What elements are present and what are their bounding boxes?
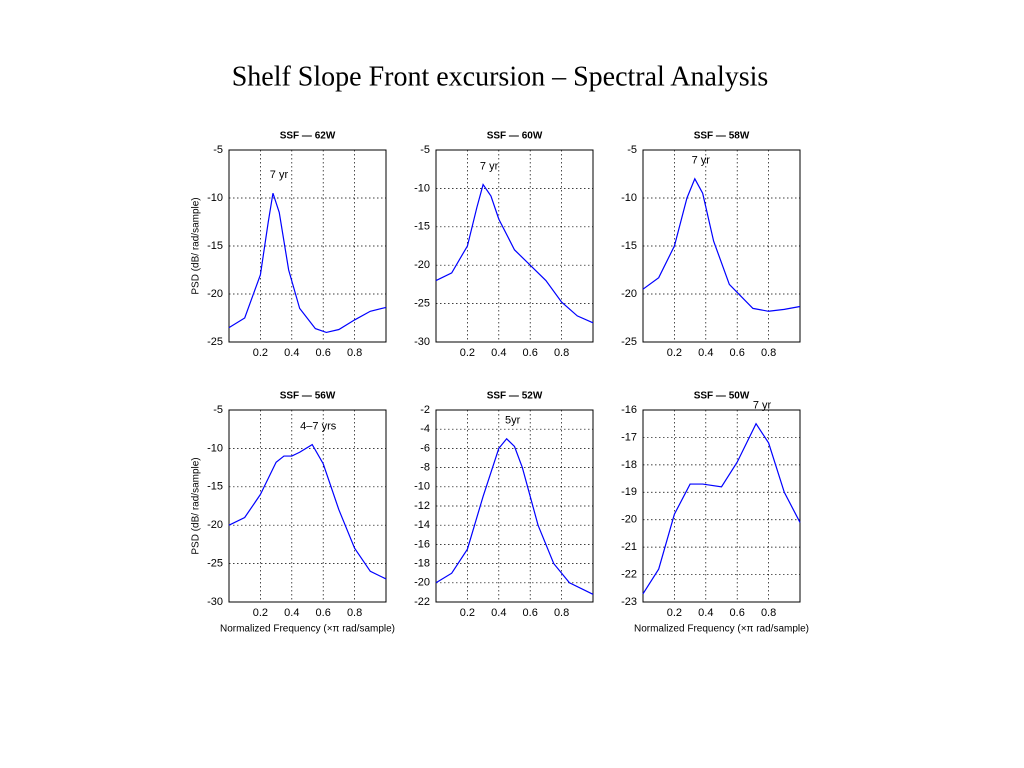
x-tick-label: 0.8 xyxy=(554,347,569,359)
chart-title: SSF — 62W xyxy=(280,131,336,142)
y-tick-label: -25 xyxy=(414,298,430,310)
x-tick-label: 0.8 xyxy=(347,347,362,359)
x-tick-label: 0.2 xyxy=(460,607,475,619)
x-axis-label: Normalized Frequency (×π rad/sample) xyxy=(634,624,809,635)
y-tick-label: -5 xyxy=(213,404,223,416)
plot-frame xyxy=(228,149,387,343)
psd-line xyxy=(642,177,801,312)
y-tick-label: -25 xyxy=(207,558,223,570)
y-tick-label: -20 xyxy=(621,288,637,300)
psd-line xyxy=(435,183,594,324)
y-tick-label: -16 xyxy=(621,404,637,416)
y-tick-label: -18 xyxy=(414,558,430,570)
y-tick-label: -2 xyxy=(420,404,430,416)
plot-frame xyxy=(435,409,594,603)
y-tick-label: -30 xyxy=(207,596,223,608)
chart-title: SSF — 56W xyxy=(280,391,336,402)
peak-annotation: 7 yr xyxy=(270,169,289,181)
plot-frame xyxy=(435,149,594,343)
x-tick-label: 0.2 xyxy=(253,607,268,619)
y-tick-label: -25 xyxy=(621,336,637,348)
plot-frame xyxy=(642,149,801,343)
y-tick-label: -23 xyxy=(621,596,637,608)
y-tick-label: -20 xyxy=(207,288,223,300)
y-tick-label: -8 xyxy=(420,462,430,474)
x-tick-label: 0.8 xyxy=(761,347,776,359)
x-tick-label: 0.4 xyxy=(698,347,713,359)
x-tick-label: 0.4 xyxy=(698,607,713,619)
y-axis-label: PSD (dB/ rad/sample) xyxy=(191,457,202,554)
peak-annotation: 7 yr xyxy=(753,400,772,412)
x-axis-label: Normalized Frequency (×π rad/sample) xyxy=(220,624,395,635)
x-tick-label: 0.6 xyxy=(316,607,331,619)
y-tick-label: -21 xyxy=(621,541,637,553)
x-tick-label: 0.8 xyxy=(761,607,776,619)
x-tick-label: 0.6 xyxy=(730,607,745,619)
chart-title: SSF — 52W xyxy=(487,391,543,402)
x-tick-label: 0.8 xyxy=(347,607,362,619)
y-tick-label: -4 xyxy=(420,423,430,435)
chart-title: SSF — 58W xyxy=(694,131,750,142)
y-tick-label: -20 xyxy=(414,577,430,589)
x-tick-label: 0.4 xyxy=(284,607,299,619)
y-tick-label: -22 xyxy=(621,568,637,580)
y-tick-label: -18 xyxy=(621,459,637,471)
y-tick-label: -14 xyxy=(414,519,430,531)
y-tick-label: -10 xyxy=(414,182,430,194)
y-tick-label: -25 xyxy=(207,336,223,348)
peak-annotation: 7 yr xyxy=(480,160,499,172)
y-tick-label: -10 xyxy=(207,192,223,204)
slide-title: Shelf Slope Front excursion – Spectral A… xyxy=(232,61,769,92)
peak-annotation: 5yr xyxy=(505,415,521,427)
plot-frame xyxy=(228,409,387,603)
y-tick-label: -10 xyxy=(207,442,223,454)
y-tick-label: -12 xyxy=(414,500,430,512)
y-tick-label: -15 xyxy=(207,240,223,252)
y-tick-label: -19 xyxy=(621,486,637,498)
psd-line xyxy=(228,443,387,580)
y-tick-label: -15 xyxy=(621,240,637,252)
chart-title: SSF — 50W xyxy=(694,391,750,402)
plot-frame xyxy=(642,409,801,603)
x-tick-label: 0.2 xyxy=(667,607,682,619)
peak-annotation: 4–7 yrs xyxy=(300,420,337,432)
y-tick-label: -5 xyxy=(627,144,637,156)
x-tick-label: 0.4 xyxy=(491,347,506,359)
psd-line xyxy=(435,437,594,595)
chart-title: SSF — 60W xyxy=(487,131,543,142)
x-tick-label: 0.6 xyxy=(316,347,331,359)
peak-annotation: 7 yr xyxy=(692,155,711,167)
x-tick-label: 0.8 xyxy=(554,607,569,619)
y-tick-label: -20 xyxy=(207,519,223,531)
x-tick-label: 0.6 xyxy=(730,347,745,359)
y-tick-label: -15 xyxy=(414,221,430,233)
x-tick-label: 0.6 xyxy=(523,347,538,359)
y-tick-label: -6 xyxy=(420,442,430,454)
y-tick-label: -30 xyxy=(414,336,430,348)
y-tick-label: -5 xyxy=(213,144,223,156)
y-tick-label: -17 xyxy=(621,431,637,443)
y-tick-label: -10 xyxy=(414,481,430,493)
x-tick-label: 0.4 xyxy=(284,347,299,359)
x-tick-label: 0.2 xyxy=(460,347,475,359)
x-tick-label: 0.6 xyxy=(523,607,538,619)
y-tick-label: -5 xyxy=(420,144,430,156)
x-tick-label: 0.2 xyxy=(667,347,682,359)
y-tick-label: -22 xyxy=(414,596,430,608)
y-tick-label: -20 xyxy=(621,514,637,526)
y-tick-label: -20 xyxy=(414,259,430,271)
psd-line xyxy=(642,422,801,595)
x-tick-label: 0.2 xyxy=(253,347,268,359)
psd-line xyxy=(228,193,387,334)
y-tick-label: -10 xyxy=(621,192,637,204)
y-axis-label: PSD (dB/ rad/sample) xyxy=(191,197,202,294)
x-tick-label: 0.4 xyxy=(491,607,506,619)
y-tick-label: -16 xyxy=(414,538,430,550)
y-tick-label: -15 xyxy=(207,481,223,493)
